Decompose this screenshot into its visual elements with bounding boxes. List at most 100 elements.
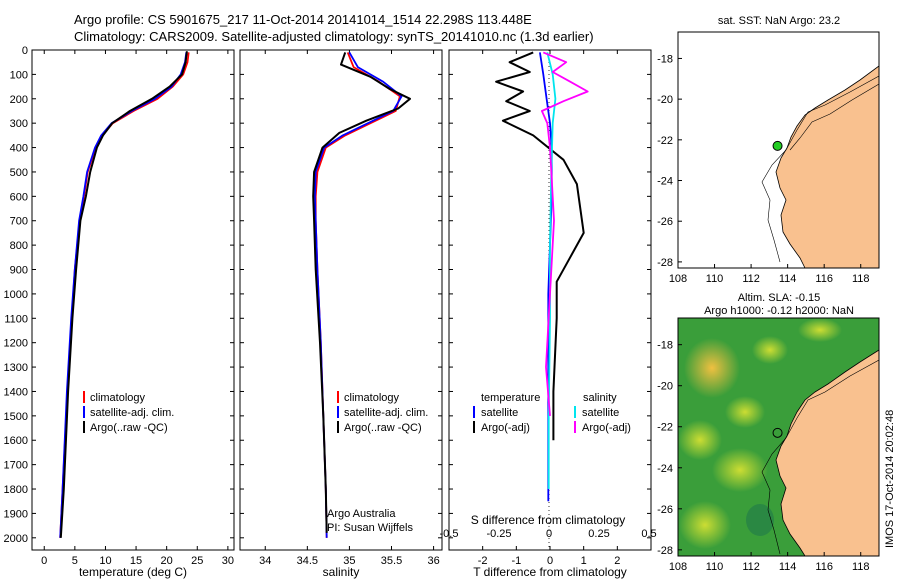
y-tick-label: 1400	[4, 386, 28, 398]
temperature-series	[59, 51, 190, 538]
sst-map-isobath-2	[789, 83, 879, 151]
legend-climatology: climatology	[90, 392, 146, 404]
x-tick-label: 34	[259, 555, 271, 567]
x-tick-label: -1	[511, 555, 521, 567]
series-line-argo	[59, 51, 188, 538]
sla-map-frame	[677, 317, 880, 557]
s-diff-xlabel: S difference from climatology	[471, 513, 626, 527]
y-tick-label: 1200	[4, 338, 28, 350]
map-y-tick-label: -18	[657, 340, 673, 352]
sla-map-ticks: 108 110 112 114 116 118 -18 -20 -22 -24 -26 -28	[657, 340, 869, 573]
map-x-tick-label: 112	[742, 273, 760, 285]
y-tick-label: 900	[10, 265, 28, 277]
x-tick-label: 5	[72, 555, 78, 567]
series-line-argo	[495, 51, 585, 441]
legend-s-argo: Argo(-adj)	[582, 422, 631, 434]
differences-ticks: -2 -1 0 1 2 -0.5 -0.25 0 0.25 0.5	[440, 49, 657, 567]
temperature-xlabel: temperature (deg C)	[79, 565, 187, 579]
y-tick-label: 1000	[4, 289, 28, 301]
temperature-ticks: 0 5 10 15 20 25 300100200300400500600700800900…	[4, 45, 234, 567]
sst-map-land	[775, 65, 879, 268]
legend-satellite: satellite-adj. clim.	[344, 407, 428, 419]
x-top-tick-label: -0.25	[486, 528, 511, 540]
x-tick-label: 20	[161, 555, 173, 567]
map-x-tick-label: 114	[779, 561, 797, 573]
sla-map-panel: Altim. SLA: -0.15 Argo h1000: -0.12 h200…	[657, 292, 880, 573]
salinity-panel: 34 34.5 35 35.5 36 salinity climatology sate…	[239, 49, 443, 579]
y-tick-label: 700	[10, 216, 28, 228]
series-line-satellite	[59, 52, 188, 538]
map-y-tick-label: -26	[657, 504, 673, 516]
y-tick-label: 100	[10, 69, 28, 81]
sla-map-isobath	[761, 359, 879, 555]
differences-legend: temperature salinity satellite Argo(-adj…	[473, 392, 631, 434]
differences-panel: -2 -1 0 1 2 -0.5 -0.25 0 0.25 0.5 T difference fr…	[440, 49, 657, 579]
sla-map-title-2: Argo h1000: -0.12 h2000: NaN	[704, 305, 854, 317]
salinity-axes-frame	[239, 49, 443, 551]
y-tick-label: 1300	[4, 362, 28, 374]
sla-map-land	[775, 349, 879, 556]
legend-t-argo: Argo(-adj)	[481, 422, 530, 434]
title-line-1: Argo profile: CS 5901675_217 11-Oct-2014…	[74, 12, 532, 27]
sst-map-frame	[677, 31, 880, 269]
map-y-tick-label: -20	[657, 381, 673, 393]
legend-s-satellite: satellite	[582, 407, 619, 419]
argo-position-marker	[772, 140, 783, 151]
map-x-tick-label: 108	[669, 561, 687, 573]
x-tick-label: -2	[478, 555, 488, 567]
x-tick-label: 2	[614, 555, 620, 567]
imos-timestamp: IMOS 17-Oct-2014 20:02:48	[884, 410, 896, 548]
x-top-tick-label: 0	[546, 528, 552, 540]
sst-map-panel: sat. SST: NaN Argo: 23.2 108 110 112 114 116…	[657, 15, 880, 285]
map-x-tick-label: 116	[815, 561, 833, 573]
legend-climatology: climatology	[344, 392, 400, 404]
x-tick-label: 0	[547, 555, 553, 567]
y-tick-label: 1600	[4, 435, 28, 447]
series-line-salinity_argo	[541, 51, 589, 416]
y-tick-label: 800	[10, 240, 28, 252]
salinity-ticks: 34 34.5 35 35.5 36	[240, 49, 442, 567]
annotation-pi: PI: Susan Wijffels	[327, 522, 413, 534]
map-y-tick-label: -22	[657, 422, 673, 434]
map-x-tick-label: 118	[852, 561, 870, 573]
x-top-tick-label: -0.5	[440, 528, 459, 540]
sst-map-isobath	[761, 75, 879, 263]
map-x-tick-label: 116	[815, 273, 833, 285]
salinity-series	[312, 51, 411, 538]
legend-header-temperature: temperature	[481, 392, 540, 404]
title-line-2: Climatology: CARS2009. Satellite-adjuste…	[74, 29, 594, 44]
sla-field	[678, 318, 879, 556]
map-y-tick-label: -26	[657, 216, 673, 228]
map-y-tick-label: -20	[657, 94, 673, 106]
legend-satellite: satellite-adj. clim.	[90, 407, 174, 419]
sst-map-title: sat. SST: NaN Argo: 23.2	[718, 15, 840, 27]
y-tick-label: 600	[10, 191, 28, 203]
temperature-legend: climatology satellite-adj. clim. Argo(..…	[83, 391, 174, 434]
x-tick-label: 36	[427, 555, 439, 567]
y-tick-label: 1700	[4, 460, 28, 472]
legend-argo: Argo(..raw -QC)	[344, 422, 422, 434]
map-x-tick-label: 110	[706, 561, 724, 573]
map-x-tick-label: 110	[706, 273, 724, 285]
y-tick-label: 1900	[4, 508, 28, 520]
sla-map-title-1: Altim. SLA: -0.15	[738, 292, 821, 304]
series-line-argo	[312, 52, 411, 533]
x-tick-label: 15	[130, 555, 142, 567]
x-tick-label: 35	[343, 555, 355, 567]
map-y-tick-label: -28	[657, 257, 673, 269]
map-x-tick-label: 114	[779, 273, 797, 285]
x-tick-label: 25	[191, 555, 203, 567]
map-x-tick-label: 112	[742, 561, 760, 573]
x-tick-label: 34.5	[297, 555, 318, 567]
x-tick-label: 10	[99, 555, 111, 567]
sst-map-ticks: 108 110 112 114 116 118 -18 -20 -22 -24 -26 -28	[657, 53, 869, 285]
legend-argo: Argo(..raw -QC)	[90, 422, 168, 434]
x-tick-label: 35.5	[381, 555, 402, 567]
t-diff-xlabel: T difference from climatology	[473, 565, 627, 579]
legend-header-salinity: salinity	[583, 392, 617, 404]
y-tick-label: 2000	[4, 533, 28, 545]
y-tick-label: 400	[10, 143, 28, 155]
temperature-axes-frame	[31, 49, 235, 551]
y-tick-label: 1500	[4, 411, 28, 423]
